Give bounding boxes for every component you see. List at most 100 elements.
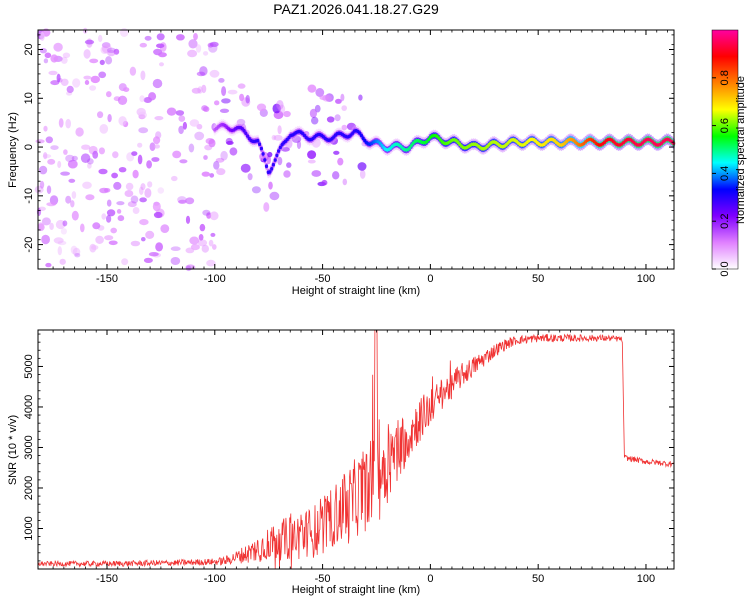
spectrogram-blob (204, 144, 213, 151)
spectrogram-blob (216, 168, 226, 176)
spectrogram-blob (106, 199, 112, 207)
spectrogram-blob (89, 85, 97, 91)
spectrogram-blob (172, 150, 182, 159)
spectrogram-blob (189, 236, 200, 245)
colorbar-ticks: 0.00.20.40.60.8 (712, 70, 731, 277)
spectrogram-blob (185, 265, 192, 272)
spectrogram-blob (143, 257, 153, 263)
spectrogram-blob (83, 49, 91, 59)
spectrogram-blob (335, 98, 342, 104)
spectrogram-blob (117, 95, 128, 106)
y-tick-label: 5000 (23, 354, 35, 378)
spectrogram-blob (139, 197, 147, 203)
spectrogram-blob (209, 41, 219, 48)
spectrogram-ridge-cell (258, 142, 262, 146)
spectrogram-blob (215, 157, 225, 163)
spectrogram-blob (113, 48, 120, 55)
spectrogram-blob (333, 150, 340, 155)
spectrogram-blob (171, 175, 178, 182)
spectrogram-blob (57, 160, 62, 169)
spectrogram-blob (190, 244, 200, 251)
spectrogram-blob (210, 232, 216, 237)
x-tick-label: 100 (637, 273, 655, 285)
spectrogram-blob (236, 118, 246, 126)
spectrogram-blob (80, 153, 91, 163)
x-tick-label: 50 (532, 573, 544, 585)
spectrogram-blob (46, 202, 57, 207)
spectrogram-blob (138, 111, 147, 119)
spectrogram-blob (358, 94, 363, 101)
spectrogram-blob (47, 158, 56, 165)
spectrogram-blob (340, 93, 345, 102)
spectrogram-blob (124, 190, 134, 197)
spectrogram-blob (99, 59, 105, 66)
spectrogram-ridge-cell (271, 162, 275, 167)
spectrogram-blob (39, 165, 48, 175)
spectrogram-blob (203, 51, 209, 56)
spectrogram-blob (53, 42, 63, 52)
spectrogram-blob (311, 116, 319, 125)
spectrogram-blob (107, 47, 116, 53)
spectrogram-blob (337, 157, 344, 166)
spectrogram-blob (101, 44, 112, 54)
spectrogram-blob (144, 35, 152, 41)
spectrogram-blob (197, 239, 208, 247)
snr-plot-area (38, 330, 674, 569)
spectrogram-blob (151, 157, 160, 162)
spectrogram-blob (99, 123, 109, 134)
spectrogram-y-ticks: -20 -10 0 10 20 (23, 34, 674, 270)
spectrogram-blob (307, 159, 316, 164)
spectrogram-blob (166, 107, 177, 116)
spectrogram-blob (89, 58, 99, 64)
spectrogram-blob (139, 219, 149, 226)
spectrogram-blob (112, 151, 119, 159)
spectrogram-blob (131, 151, 138, 157)
spectrogram-ridge (213, 118, 676, 179)
spectrogram-blob (125, 182, 134, 191)
spectrogram-ridge-cell (277, 149, 281, 153)
y-tick-label: 0 (23, 144, 35, 150)
spectrogram-ridge-cell (278, 145, 282, 150)
spectrogram-blob (137, 154, 143, 165)
spectrogram-blob (43, 152, 48, 160)
spectrogram-blob (67, 159, 78, 169)
spectrogram-blob (118, 116, 127, 126)
spectrogram-blob (57, 246, 62, 256)
snr-series-line (38, 330, 674, 569)
spectrogram-blob (132, 169, 139, 179)
spectrogram-blob (139, 42, 147, 48)
spectrogram-blob (148, 92, 157, 101)
spectrogram-blob (84, 80, 90, 85)
colorbar-tick-label: 0.8 (719, 70, 731, 85)
spectrogram-blob (269, 191, 280, 201)
spectrogram-blob (43, 58, 49, 64)
spectrogram-blob (145, 230, 155, 239)
colorbar-gradient (712, 30, 738, 269)
spectrogram-blob (160, 224, 170, 234)
spectrogram-blob (185, 215, 191, 224)
spectrogram-blob (60, 56, 68, 64)
spectrogram-blob (280, 147, 290, 152)
spectrogram-blob (271, 134, 277, 141)
spectrogram-blob (39, 180, 45, 189)
spectrogram-blob (113, 181, 122, 190)
spectrogram-blob (189, 119, 200, 127)
spectrogram-blob (209, 211, 219, 221)
spectrogram-blob (90, 75, 101, 84)
spectrogram-blob (41, 217, 51, 226)
spectrogram-blob (60, 171, 70, 176)
spectrogram-ridge-cell (259, 146, 263, 151)
spectrogram-blob (106, 91, 112, 98)
y-tick-label: 1000 (23, 516, 35, 540)
spectrogram-blob (81, 144, 91, 150)
spectrogram-blob (63, 149, 68, 155)
spectrogram-blob (106, 215, 112, 223)
x-tick-label: -100 (204, 573, 226, 585)
spectrogram-blob (74, 253, 81, 258)
spectrogram-blob (71, 191, 77, 199)
spectrogram-blob (309, 108, 317, 118)
spectrogram-blob (108, 240, 118, 246)
spectrogram-ridge-cell (263, 158, 267, 162)
